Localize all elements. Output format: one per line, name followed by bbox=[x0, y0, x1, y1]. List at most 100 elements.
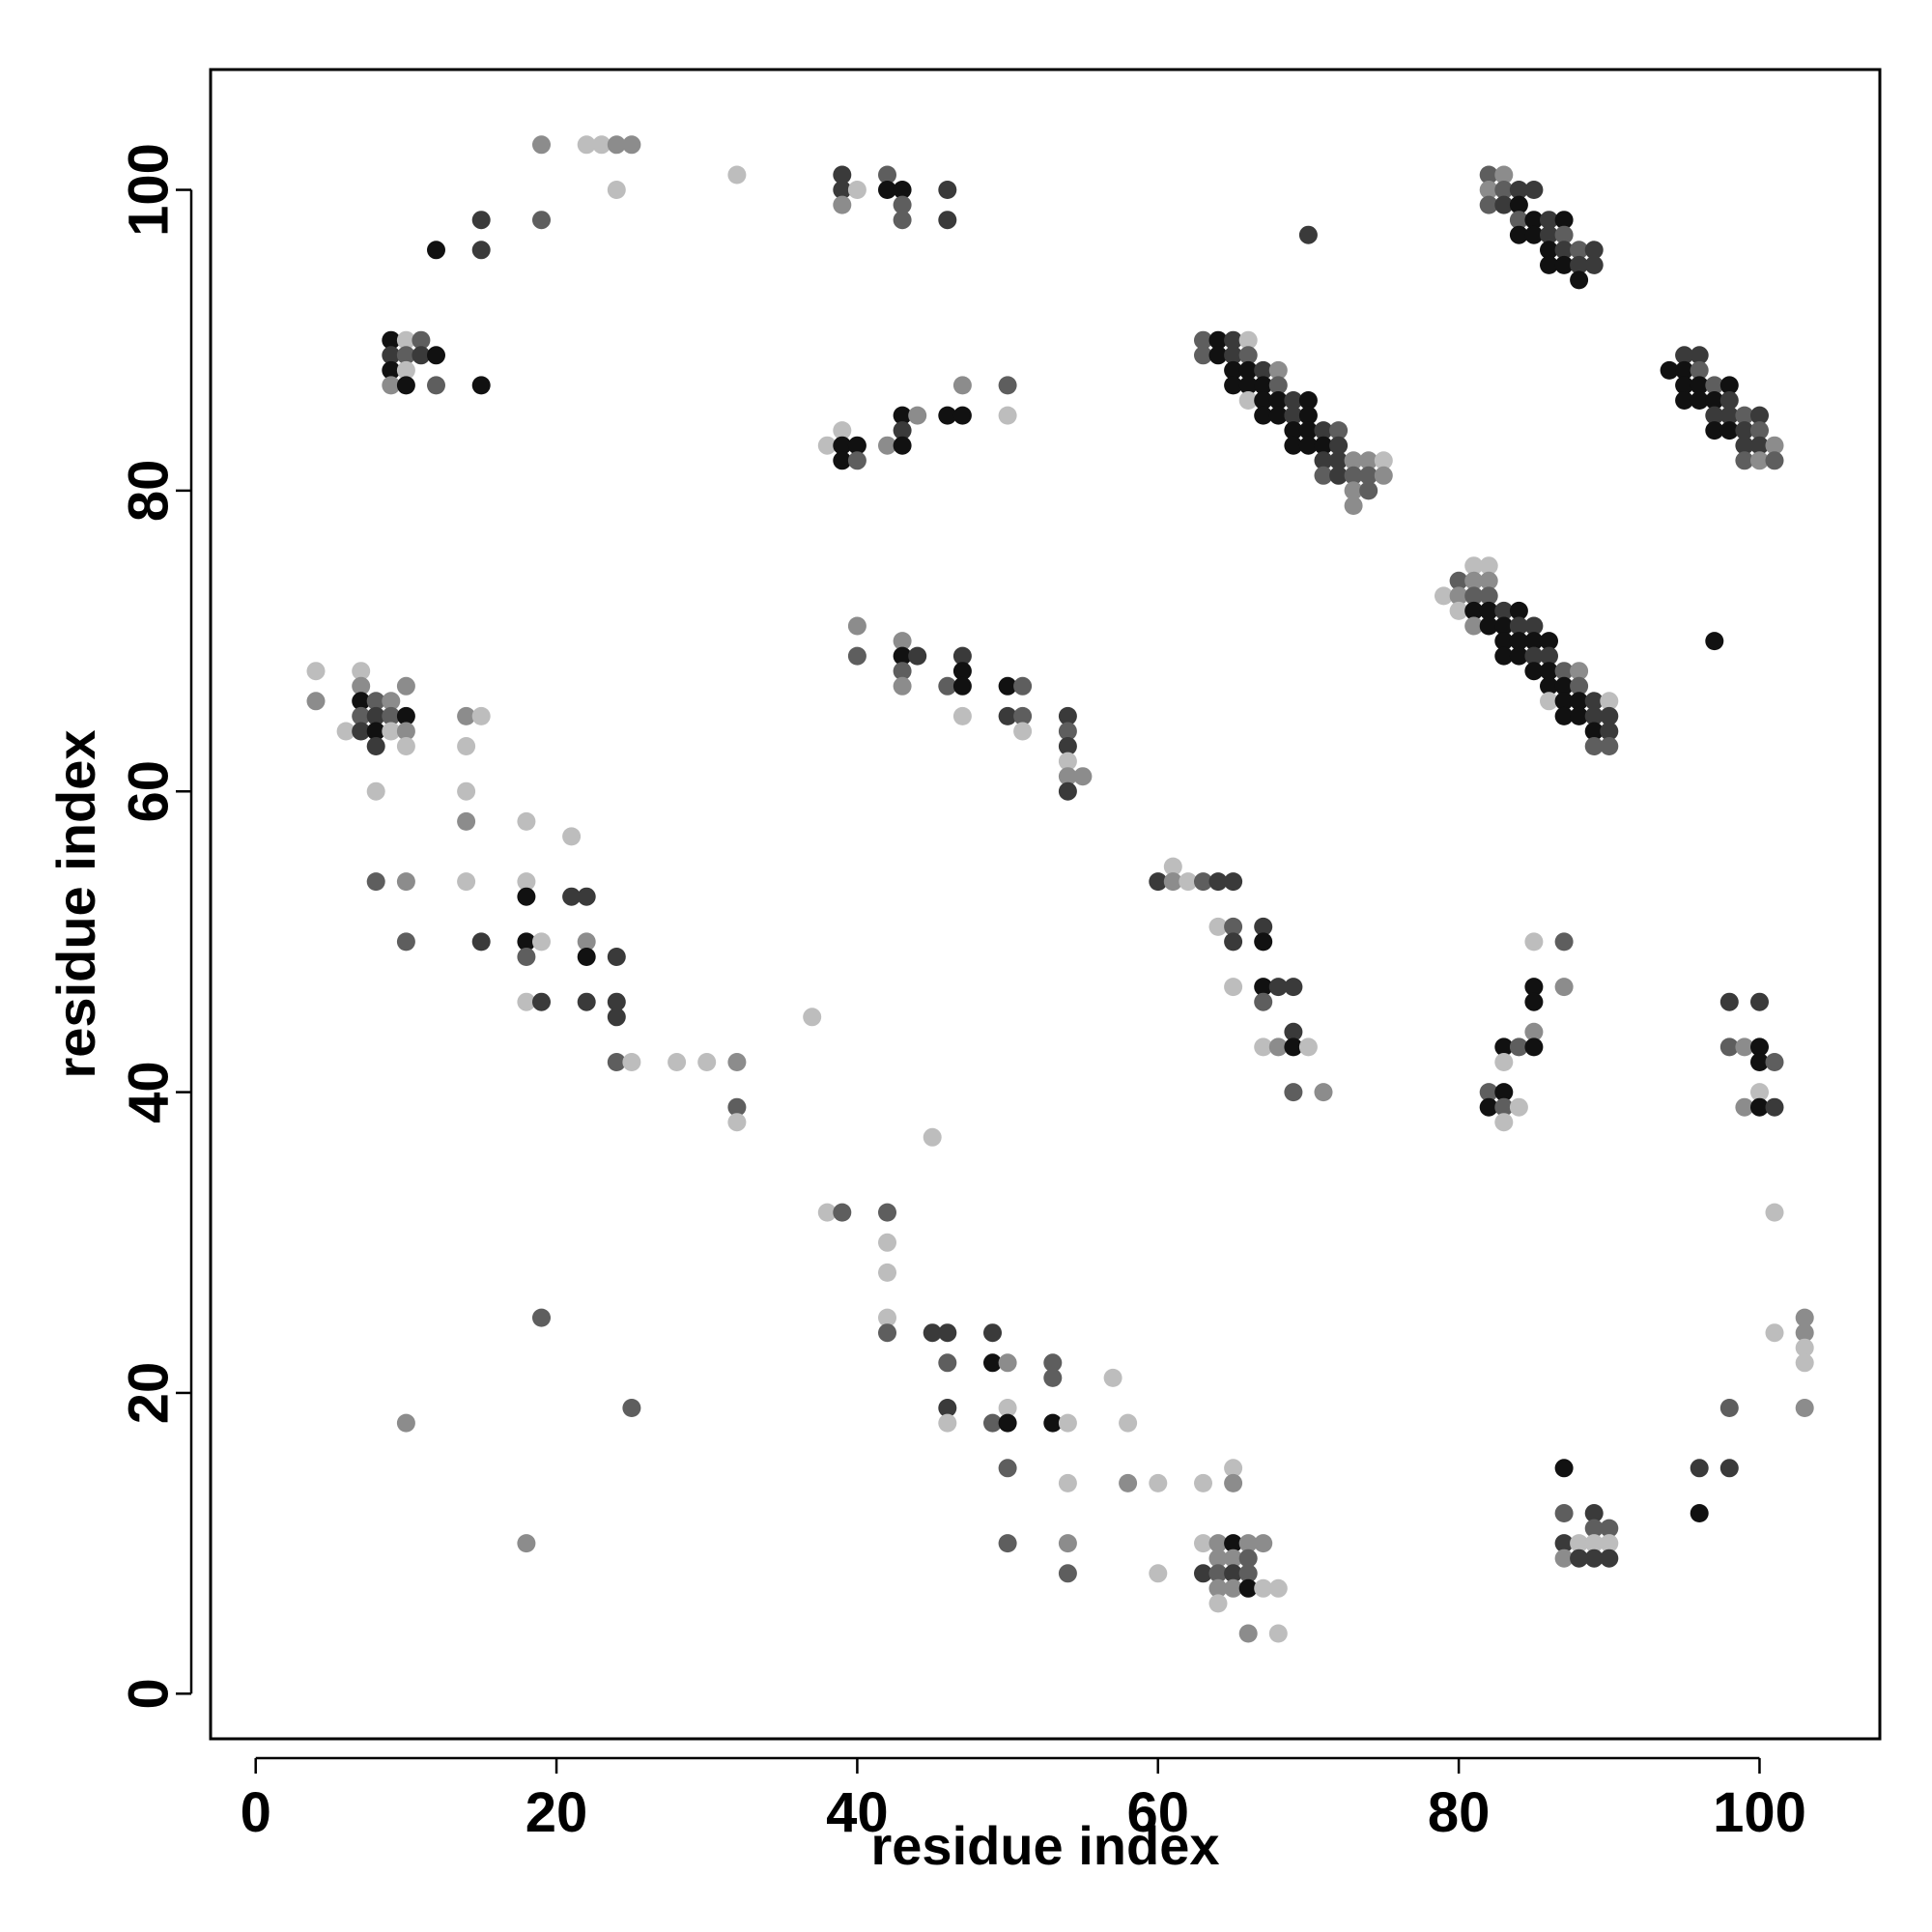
data-point bbox=[1314, 1083, 1333, 1102]
data-point bbox=[1224, 1473, 1243, 1492]
data-point bbox=[1479, 181, 1498, 199]
data-point bbox=[562, 827, 582, 846]
data-point bbox=[1494, 1113, 1514, 1132]
data-point bbox=[1238, 376, 1258, 395]
data-point bbox=[908, 406, 927, 425]
data-point bbox=[1314, 421, 1333, 440]
data-point bbox=[1013, 706, 1033, 725]
data-point bbox=[1238, 330, 1258, 350]
data-point bbox=[366, 706, 385, 725]
data-point bbox=[577, 887, 596, 906]
data-point bbox=[1284, 406, 1303, 425]
data-point bbox=[998, 1353, 1017, 1373]
data-point bbox=[366, 692, 385, 711]
data-point bbox=[1329, 466, 1349, 485]
data-point bbox=[396, 722, 415, 741]
data-point bbox=[1570, 241, 1589, 260]
data-point bbox=[1705, 406, 1724, 425]
data-point bbox=[893, 406, 912, 425]
data-point bbox=[1570, 692, 1589, 711]
data-point bbox=[1524, 181, 1544, 199]
data-point bbox=[1584, 722, 1604, 741]
data-point bbox=[382, 722, 401, 741]
data-point bbox=[878, 1203, 896, 1222]
data-point bbox=[1584, 1504, 1604, 1522]
data-point bbox=[833, 1203, 852, 1222]
data-point bbox=[1224, 1564, 1243, 1583]
data-point bbox=[457, 872, 476, 892]
data-point bbox=[1163, 872, 1182, 892]
data-point bbox=[893, 646, 912, 666]
data-point bbox=[727, 1097, 747, 1117]
data-point bbox=[1149, 1473, 1168, 1492]
data-point bbox=[878, 436, 896, 455]
data-point bbox=[893, 211, 912, 230]
data-point bbox=[1224, 1459, 1243, 1478]
data-point bbox=[952, 662, 972, 681]
data-point bbox=[1584, 1548, 1604, 1568]
data-point bbox=[427, 241, 445, 260]
data-point bbox=[382, 692, 401, 711]
data-point bbox=[983, 1323, 1002, 1343]
data-point bbox=[1013, 676, 1033, 696]
data-point bbox=[1464, 586, 1484, 606]
data-point bbox=[998, 1534, 1017, 1553]
data-point bbox=[1058, 781, 1077, 801]
data-point bbox=[1554, 1459, 1574, 1478]
data-point bbox=[847, 181, 867, 199]
data-point bbox=[1540, 662, 1558, 681]
data-point bbox=[1284, 1037, 1303, 1057]
data-point bbox=[1058, 706, 1077, 725]
data-point bbox=[1479, 1083, 1498, 1102]
data-point bbox=[427, 346, 445, 365]
data-point bbox=[1509, 616, 1528, 636]
data-point bbox=[1540, 241, 1558, 260]
data-point bbox=[1600, 1534, 1619, 1553]
data-point bbox=[1795, 1399, 1814, 1417]
data-point bbox=[1494, 1083, 1514, 1102]
data-point bbox=[577, 135, 596, 155]
data-point bbox=[352, 706, 371, 725]
data-point bbox=[847, 646, 867, 666]
data-point bbox=[1479, 616, 1498, 636]
data-point bbox=[1058, 1534, 1077, 1553]
data-point bbox=[1765, 1053, 1784, 1071]
data-point bbox=[1750, 406, 1769, 425]
data-point bbox=[847, 616, 867, 636]
data-point bbox=[952, 676, 972, 696]
y-tick-label: 0 bbox=[118, 1678, 181, 1709]
data-point bbox=[1254, 917, 1273, 936]
data-point bbox=[1238, 360, 1258, 380]
data-point bbox=[457, 811, 476, 831]
data-point bbox=[1208, 917, 1228, 936]
data-point bbox=[1494, 1037, 1514, 1057]
data-point bbox=[1254, 406, 1273, 425]
data-point bbox=[878, 1233, 896, 1252]
data-point bbox=[1494, 646, 1514, 666]
data-point bbox=[1224, 978, 1243, 997]
data-point bbox=[1795, 1308, 1814, 1327]
data-point bbox=[1570, 255, 1589, 274]
data-point bbox=[1179, 872, 1198, 892]
data-point bbox=[1464, 556, 1484, 576]
data-point bbox=[1719, 992, 1739, 1011]
data-point bbox=[396, 360, 415, 380]
data-point bbox=[1479, 1097, 1498, 1117]
data-point bbox=[562, 887, 582, 906]
data-point bbox=[532, 1308, 551, 1327]
data-point bbox=[1224, 376, 1243, 395]
data-point bbox=[1660, 360, 1679, 380]
data-point bbox=[1570, 1534, 1589, 1553]
data-point bbox=[1374, 451, 1393, 470]
data-point bbox=[592, 135, 611, 155]
data-point bbox=[1509, 646, 1528, 666]
data-point bbox=[1058, 1564, 1077, 1583]
data-point bbox=[1329, 436, 1349, 455]
data-point bbox=[1224, 360, 1243, 380]
data-point bbox=[1238, 1624, 1258, 1643]
data-point bbox=[517, 948, 536, 966]
data-point bbox=[1268, 1037, 1288, 1057]
data-point bbox=[1058, 737, 1077, 755]
data-point bbox=[1554, 241, 1574, 260]
data-point bbox=[532, 135, 551, 155]
